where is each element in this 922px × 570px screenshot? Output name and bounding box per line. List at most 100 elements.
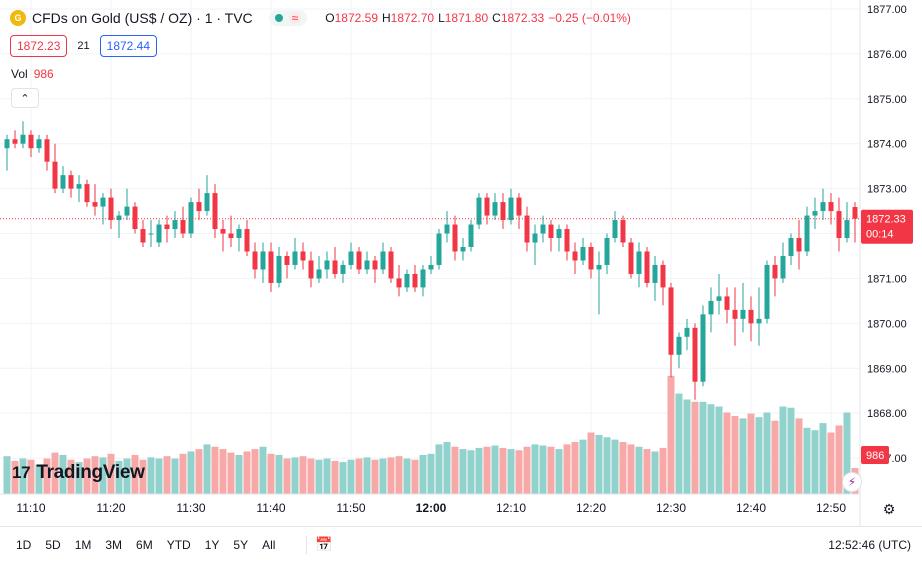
candle-body [644,251,650,283]
volume-bar [747,413,755,494]
range-1m-button[interactable]: 1M [74,537,92,552]
volume-bar [331,460,339,494]
volume-bar [99,457,107,494]
volume-bar [563,444,571,494]
candle-body [4,139,10,149]
tradingview-logo-icon: 17 [12,463,31,482]
candle-body [388,251,394,279]
volume-bar [819,423,827,494]
volume-bar [667,375,675,494]
candle-body [212,193,218,230]
range-5d-button[interactable]: 5D [45,537,61,552]
quote-row: 1872.23 21 1872.44 [10,35,158,57]
candle-body [604,238,610,265]
candle-body [852,207,858,219]
volume-bar [267,453,275,494]
candle-body [404,273,410,288]
volume-bar [659,447,667,494]
volume-bar [91,456,99,494]
volume-bar [691,401,699,494]
symbol-logo-icon[interactable]: G [10,10,26,26]
candle-body [332,260,338,274]
candle-body [300,251,306,261]
volume-bar [547,446,555,494]
candle-body [492,202,498,216]
candle-body [308,260,314,279]
candle-body [324,260,330,270]
candle-body [660,264,666,288]
gear-icon[interactable]: ⚙ [882,500,896,517]
price-chart[interactable]: 1877.00 1876.00 1875.00 1874.00 1873.00 1872.… [0,0,922,526]
range-1d-button[interactable]: 1D [16,537,32,552]
volume-tag: 986 [861,446,889,464]
volume-bar [179,453,187,494]
candle-body [348,251,354,265]
candle-body [132,206,138,230]
volume-bar [699,401,707,494]
candle-body [484,197,490,216]
volume-bar [843,412,851,494]
range-1y-button[interactable]: 1Y [204,537,220,552]
volume-bar [387,457,395,494]
sell-button[interactable]: 1872.23 [10,35,68,57]
volume-bar [523,446,531,494]
candle-body [748,309,754,324]
candle-body [140,229,146,243]
candle-body [796,238,802,252]
candle-body [100,197,106,207]
candle-body [36,139,42,149]
candle-body [68,175,74,189]
market-status[interactable]: ≈ [268,10,308,26]
time-axis[interactable]: 11:10 11:20 11:30 11:40 11:50 12:00 12:10 12:20… [16,501,846,515]
collapse-legend-button[interactable]: ⌃ [11,88,39,108]
candle-body [396,278,402,288]
time-tick-label: 12:30 [656,501,686,515]
candle-body [812,211,818,216]
range-all-button[interactable]: All [262,537,276,552]
candle-body [676,336,682,355]
candle-body [580,247,586,261]
range-3m-button[interactable]: 3M [105,537,123,552]
volume-bar [203,444,211,494]
candle-body [772,264,778,279]
symbol-title[interactable]: CFDs on Gold (US$ / OZ) · 1 · TVC [32,10,253,26]
candle-body [428,264,434,270]
price-tick-label: 1871.00 [867,273,907,285]
volume-bar [307,458,315,494]
candle-body [460,247,466,252]
buy-button[interactable]: 1872.44 [99,35,158,57]
volume-bar [731,416,739,494]
volume-label: Vol [11,67,28,81]
volume-bar [275,455,283,494]
last-price-value: 1872.33 [866,214,906,226]
candle-body [628,242,634,274]
price-tick-label: 1875.00 [867,94,907,106]
volume-bar [187,451,195,494]
lightning-icon[interactable]: ⚡ [842,472,862,492]
volume-bar [651,451,659,494]
price-tick-label: 1874.00 [867,139,907,151]
range-6m-button[interactable]: 6M [136,537,153,552]
volume-bar [771,420,779,494]
candle-body [524,215,530,243]
volume-bar [571,442,579,494]
volume-bar [371,459,379,494]
candle-body [612,220,618,239]
volume-bar [291,457,299,494]
range-5y-button[interactable]: 5Y [233,537,249,552]
candle-body [804,215,810,252]
calendar-icon[interactable]: 📅 [306,535,333,554]
tradingview-logo-text: TradingView [36,462,145,483]
candle-body [188,202,194,234]
volume-bar [323,458,331,494]
range-ytd-button[interactable]: YTD [166,537,191,552]
utc-clock[interactable]: 12:52:46 (UTC) [828,537,911,552]
volume-bar [539,445,547,494]
volume-bar [507,449,515,494]
volume-bar [443,442,451,494]
tradingview-logo[interactable]: 17 TradingView [12,462,145,484]
price-tick-label: 1877.00 [867,4,907,16]
candle-body [836,211,842,239]
volume-tag-value: 986 [866,450,884,462]
volume-bar [531,444,539,494]
